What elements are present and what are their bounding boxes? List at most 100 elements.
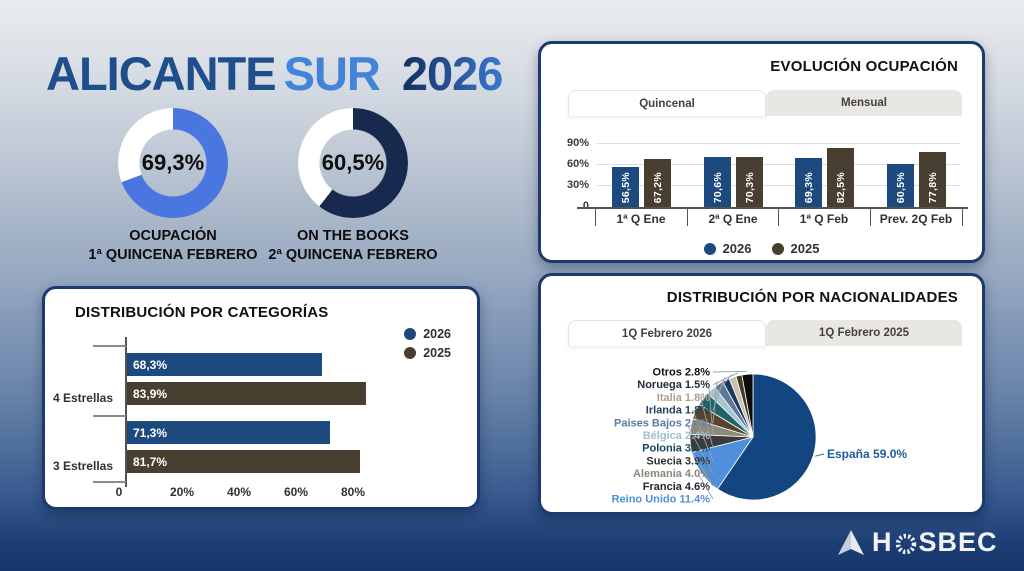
categories-xtick-label: 0	[115, 485, 123, 499]
evolution-axis-tick	[595, 209, 596, 226]
bar-2026: 69,3%	[795, 158, 822, 207]
bar-2025: 67,2%	[644, 159, 671, 207]
legend-item-2025: 2025	[404, 346, 451, 360]
categories-xtick-label: 80%	[340, 485, 366, 499]
nationalities-panel: DISTRIBUCIÓN POR NACIONALIDADES 1Q Febre…	[538, 273, 985, 515]
evolution-ytick-label: 90%	[566, 137, 589, 149]
categories-label: 4 Estrellas	[52, 391, 113, 405]
bar-2026: 56,5%	[612, 167, 639, 207]
tab-quincenal[interactable]: Quincenal	[568, 90, 766, 116]
bar-2025: 82,5%	[827, 148, 854, 207]
evolution-axis-tick	[870, 209, 871, 226]
pie-label-Bélgica: Bélgica 2.4%	[643, 430, 710, 442]
bar-2025: 81,7%	[127, 450, 360, 473]
evolution-gridline	[597, 164, 960, 165]
pie-leader-line	[687, 425, 714, 474]
legend-dot	[703, 242, 716, 255]
evolution-bar-chart: 90% 60% 30% 0 56,5% 67,2% 70,6% 70,3% 69,3% 82,5%…	[541, 44, 982, 260]
pie-label-Alemania: Alemania 4.0%	[633, 468, 710, 480]
donut-caption-line1: OCUPACIÓN	[129, 228, 217, 244]
logo-text-sbec: SBEC	[918, 527, 998, 557]
bar-2025: 83,9%	[127, 382, 366, 405]
hosbec-logo: H SBEC	[836, 527, 998, 558]
evolution-axis-tick	[687, 209, 688, 226]
evolution-category-label: 1ª Q Feb	[799, 212, 849, 226]
pie-label-Noruega: Noruega 1.5%	[637, 379, 710, 391]
evolution-panel-title: EVOLUCIÓN OCUPACIÓN	[770, 58, 958, 75]
donut-onthebooks-chart: 60,5%	[298, 108, 408, 218]
evolution-category-label: Prev. 2Q Feb	[879, 212, 953, 226]
evolution-category-label: 1ª Q Ene	[616, 212, 666, 226]
categories-boundary-tick	[93, 415, 126, 417]
evolution-bar-group: 70,6% 70,3%	[704, 157, 763, 207]
title-sur: SUR	[283, 47, 381, 100]
pie-leader-line	[712, 370, 748, 373]
legend-item-2026: 2026	[404, 327, 451, 341]
bar-value-label: 56,5%	[619, 171, 632, 203]
bar-2025: 77,8%	[919, 152, 946, 207]
evolution-axis-tick	[962, 209, 963, 226]
pie-leader-line	[692, 409, 714, 462]
bar-value-label: 67,2%	[651, 171, 664, 203]
pie-label-Reino Unido: Reino Unido 11.4%	[612, 494, 711, 506]
tab-1q-febrero-2025[interactable]: 1Q Febrero 2025	[766, 320, 962, 346]
evolution-axis-tick	[778, 209, 779, 226]
bar-value-label: 81,7%	[133, 454, 168, 469]
evolution-panel: EVOLUCIÓN OCUPACIÓN Quincenal Mensual 90…	[538, 41, 985, 263]
logo-triangle-icon	[838, 529, 864, 555]
tab-1q-febrero-2026[interactable]: 1Q Febrero 2026	[568, 320, 766, 346]
evolution-tabs: Quincenal Mensual	[568, 90, 962, 116]
pie-leader-line	[814, 453, 825, 457]
donut-caption: ON THE BOOKS 2ª QUINCENA FEBRERO	[258, 227, 448, 265]
bar-2026: 68,3%	[127, 353, 322, 376]
pie-leader-line	[708, 387, 714, 436]
page-title: ALICANTE SUR 2026	[46, 46, 503, 101]
evolution-ytick-label: 60%	[566, 158, 589, 170]
legend-label: 2025	[790, 241, 820, 256]
evolution-bar-group: 56,5% 67,2%	[612, 159, 671, 207]
donut-value: 60,5%	[321, 150, 385, 175]
legend-item-2026: 2026	[703, 241, 752, 256]
evolution-x-axis	[577, 207, 968, 209]
categories-panel: DISTRIBUCIÓN POR CATEGORÍAS 2026 2025 4 E…	[42, 286, 480, 510]
nationalities-pie-chart: Otros 2.8%Noruega 1.5%Italia 1.8%Irlanda…	[612, 366, 907, 506]
evolution-category-label: 2ª Q Ene	[708, 212, 758, 226]
pie-leader-line	[712, 381, 718, 423]
donut-onthebooks-block: 60,5% ON THE BOOKS 2ª QUINCENA FEBRERO	[258, 108, 448, 265]
bar-value-label: 71,3%	[133, 425, 168, 440]
bar-2025: 70,3%	[736, 157, 763, 207]
pie-label-Irlanda: Irlanda 1.8%	[646, 405, 710, 417]
categories-boundary-tick	[93, 481, 126, 483]
pie-slice-España	[716, 373, 817, 501]
evolution-plot-area: 56,5% 67,2% 70,6% 70,3% 69,3% 82,5% 60,5% 77,8%	[597, 143, 960, 207]
pie-label-Italia: Italia 1.8%	[657, 392, 710, 404]
bar-2026: 60,5%	[887, 164, 914, 207]
legend-dot	[404, 347, 417, 359]
pie-leader-line	[686, 443, 714, 487]
evolution-legend: 2026 2025	[541, 241, 982, 256]
bar-value-label: 77,8%	[926, 171, 939, 203]
legend-item-2025: 2025	[771, 241, 820, 256]
legend-dot	[404, 328, 417, 340]
donut-caption-line2: 1ª QUINCENA FEBRERO	[88, 247, 258, 263]
donut-caption: OCUPACIÓN 1ª QUINCENA FEBRERO	[78, 227, 268, 265]
categories-y-axis	[125, 337, 127, 487]
categories-legend: 2026 2025	[404, 327, 451, 360]
legend-label: 2026	[423, 327, 451, 341]
pie-label-Polonia: Polonia 3.5%	[642, 443, 710, 455]
bar-value-label: 60,5%	[894, 171, 907, 203]
logo-sun-o-icon	[895, 533, 916, 554]
categories-xtick-label: 20%	[169, 485, 195, 499]
categories-panel-title: DISTRIBUCIÓN POR CATEGORÍAS	[75, 304, 329, 321]
categories-xtick-label: 60%	[283, 485, 309, 499]
evolution-ytick-label: 30%	[566, 179, 589, 191]
evolution-ytick-label: 0	[582, 200, 589, 212]
legend-label: 2026	[722, 241, 752, 256]
bar-value-label: 70,6%	[711, 171, 724, 203]
bar-value-label: 69,3%	[802, 171, 815, 203]
evolution-gridline	[597, 143, 960, 144]
bar-value-label: 68,3%	[133, 357, 168, 372]
pie-leader-line	[698, 474, 714, 500]
pie-label-Paises Bajos: Paises Bajos 2.4%	[614, 417, 710, 429]
tab-mensual[interactable]: Mensual	[766, 90, 962, 116]
